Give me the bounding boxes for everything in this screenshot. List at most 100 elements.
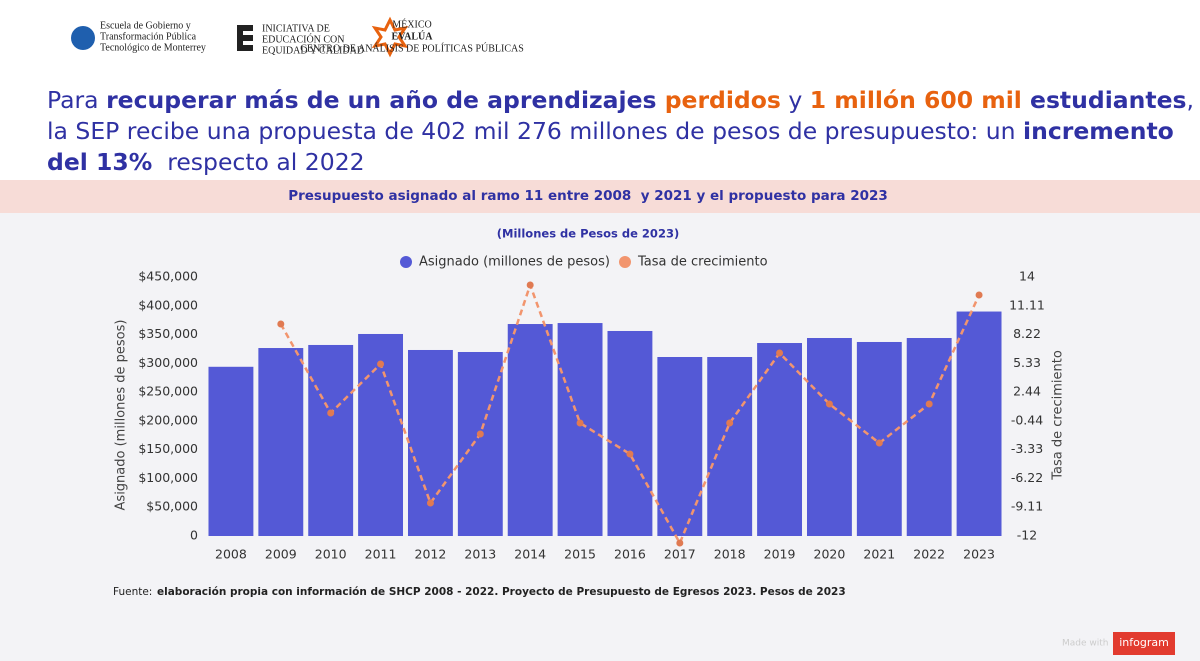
legend-swatch bbox=[619, 256, 631, 268]
line-point bbox=[925, 400, 933, 408]
y-tick-label: $200,000 bbox=[138, 412, 198, 427]
x-tick-label: 2011 bbox=[365, 547, 397, 562]
line-point bbox=[377, 360, 385, 368]
logo-text: CENTRO DE ANÁLISIS DE POLÍTICAS PÚBLICAS bbox=[300, 42, 524, 54]
line-point bbox=[327, 409, 335, 417]
headline-line: del 13% respecto al 2022 bbox=[47, 148, 365, 176]
headline-line: Para recuperar más de un año de aprendiz… bbox=[47, 86, 1194, 114]
y2-tick-label: -0.44 bbox=[1011, 412, 1043, 427]
line-point bbox=[476, 430, 484, 438]
headline-segment: Para bbox=[47, 86, 106, 114]
headline-segment: la SEP recibe una propuesta de 402 mil 2… bbox=[47, 117, 1023, 145]
line-point bbox=[426, 499, 434, 507]
x-tick-label: 2012 bbox=[415, 547, 447, 562]
bar bbox=[757, 343, 803, 536]
y-tick-label: $450,000 bbox=[138, 269, 198, 284]
bar bbox=[906, 338, 952, 536]
x-tick-label: 2015 bbox=[564, 547, 596, 562]
bar bbox=[258, 348, 304, 536]
line bbox=[279, 281, 981, 546]
x-tick-label: 2021 bbox=[863, 547, 895, 562]
x-tick-label: 2010 bbox=[315, 547, 347, 562]
logo-text: EVALÚA bbox=[392, 30, 434, 42]
headline-segment: estudiantes bbox=[1022, 86, 1187, 114]
bar bbox=[308, 344, 354, 536]
bar bbox=[457, 351, 503, 536]
headline-segment: incremento bbox=[1023, 117, 1174, 145]
logo-icon bbox=[71, 26, 95, 50]
logo-text: EDUCACIÓN CON bbox=[262, 33, 345, 45]
chart-title: Presupuesto asignado al ramo 11 entre 20… bbox=[288, 188, 888, 204]
x-tick-label: 2017 bbox=[664, 547, 696, 562]
line-point bbox=[825, 400, 833, 408]
headline-segment: y bbox=[781, 86, 810, 114]
y-tick-label: $350,000 bbox=[138, 326, 198, 341]
brand-badge[interactable] bbox=[1113, 632, 1175, 655]
brand[interactable]: infogram bbox=[1119, 636, 1169, 649]
chart-subtitle: (Millones de Pesos de 2023) bbox=[497, 227, 679, 241]
x-tick-label: 2016 bbox=[614, 547, 646, 562]
bar bbox=[707, 357, 753, 536]
source-label: Fuente: bbox=[113, 586, 152, 598]
headline-segment: , bbox=[1187, 86, 1194, 114]
line-point bbox=[676, 539, 684, 547]
bar bbox=[856, 341, 902, 536]
x-tick-label: 2022 bbox=[913, 547, 945, 562]
x-tick-label: 2020 bbox=[814, 547, 846, 562]
y2-tick-label: -3.33 bbox=[1011, 441, 1043, 456]
y2-tick-label: 2.44 bbox=[1013, 384, 1041, 399]
x-tick-label: 2019 bbox=[764, 547, 796, 562]
line-point bbox=[277, 320, 285, 328]
y-tick-label: 0 bbox=[190, 528, 198, 543]
y-tick-label: $250,000 bbox=[138, 384, 198, 399]
logo-text: EQUIDAD Y CALIDAD bbox=[262, 45, 364, 56]
x-tick-label: 2014 bbox=[514, 547, 546, 562]
y2-tick-label: 11.11 bbox=[1009, 297, 1045, 312]
bar bbox=[607, 330, 653, 536]
y-tick-label: $100,000 bbox=[138, 470, 198, 485]
line-point bbox=[875, 439, 883, 447]
y2-axis-title: Tasa de crecimiento bbox=[1051, 350, 1066, 481]
bar bbox=[956, 311, 1002, 536]
bar bbox=[657, 357, 703, 536]
logo-icon bbox=[237, 25, 253, 51]
headline-line: la SEP recibe una propuesta de 402 mil 2… bbox=[47, 117, 1174, 145]
x-tick-label: 2023 bbox=[963, 547, 995, 562]
y-tick-label: $400,000 bbox=[138, 297, 198, 312]
x-tick-label: 2013 bbox=[464, 547, 496, 562]
line-point bbox=[975, 291, 983, 299]
line-point bbox=[776, 349, 784, 357]
y-tick-label: $150,000 bbox=[138, 441, 198, 456]
logo-text: MÉXICO bbox=[392, 18, 431, 30]
y2-tick-label: -9.11 bbox=[1011, 499, 1043, 514]
logo-text: Tecnológico de Monterrey bbox=[100, 42, 206, 53]
y2-tick-label: 5.33 bbox=[1013, 355, 1041, 370]
headline-segment: 1 millón 600 mil bbox=[810, 86, 1022, 114]
x-tick-label: 2008 bbox=[215, 547, 247, 562]
y-tick-label: $300,000 bbox=[138, 355, 198, 370]
bar bbox=[507, 324, 553, 536]
x-tick-label: 2018 bbox=[714, 547, 746, 562]
bar bbox=[806, 338, 852, 536]
line-point bbox=[626, 450, 634, 458]
y2-tick-label: -6.22 bbox=[1011, 470, 1043, 485]
headline-segment: recuperar más de un año de aprendizajes bbox=[106, 86, 665, 114]
line-point bbox=[526, 281, 534, 289]
logo-text: Escuela de Gobierno y bbox=[100, 20, 191, 31]
bar bbox=[208, 366, 254, 536]
line-point bbox=[576, 419, 584, 427]
y2-tick-label: 8.22 bbox=[1013, 326, 1041, 341]
y2-tick-label: -12 bbox=[1017, 528, 1037, 543]
title-band bbox=[0, 180, 1200, 213]
headline-segment: respecto al 2022 bbox=[152, 148, 364, 176]
headline-segment: perdidos bbox=[665, 86, 781, 114]
legend-label: Asignado (millones de pesos) bbox=[419, 255, 610, 270]
logo-icon bbox=[371, 16, 409, 58]
x-tick-label: 2009 bbox=[265, 547, 297, 562]
headline-segment: del 13% bbox=[47, 148, 152, 176]
bar bbox=[407, 349, 453, 536]
source-text: elaboración propia con información de SH… bbox=[157, 586, 846, 598]
made-with: Made with bbox=[1062, 639, 1109, 649]
legend-label: Tasa de crecimiento bbox=[637, 255, 768, 270]
